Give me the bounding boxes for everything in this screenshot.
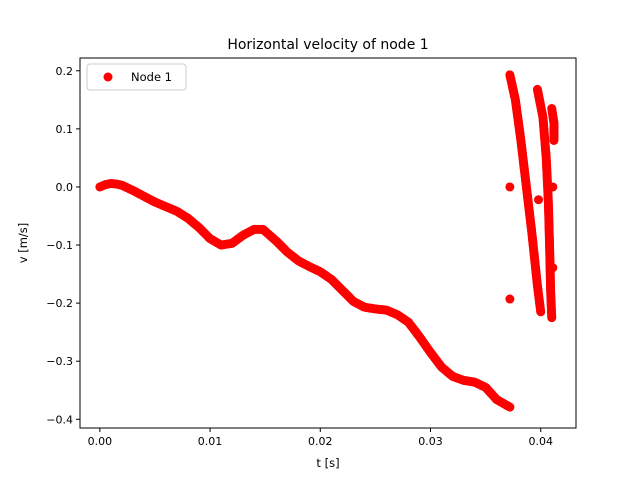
y-tick-label: −0.2: [46, 297, 73, 310]
legend-marker: [103, 72, 113, 82]
x-tick-label: 0.00: [88, 435, 113, 448]
x-axis-label: t [s]: [316, 456, 339, 470]
data-point: [505, 402, 515, 412]
legend: Node 1: [86, 63, 187, 91]
legend-label: Node 1: [131, 70, 172, 84]
y-tick-label: −0.3: [46, 355, 73, 368]
data-points: [95, 70, 559, 412]
y-axis-ticks: −0.4 −0.3 −0.2 −0.1 0.0 0.1 0.2: [46, 65, 80, 426]
data-point: [548, 263, 558, 273]
data-point: [549, 135, 559, 145]
y-tick-label: 0.2: [56, 65, 74, 78]
y-tick-label: 0.1: [56, 123, 74, 136]
y-tick-label: −0.1: [46, 239, 73, 252]
data-point: [534, 195, 544, 205]
legend-box: [86, 63, 187, 91]
chart-title: Horizontal velocity of node 1: [227, 37, 428, 53]
x-tick-label: 0.02: [308, 435, 333, 448]
y-tick-label: −0.4: [46, 413, 73, 426]
data-point: [505, 182, 515, 192]
data-point: [536, 307, 546, 317]
x-tick-label: 0.01: [198, 435, 223, 448]
data-point: [505, 294, 515, 304]
data-point: [548, 182, 558, 192]
x-tick-label: 0.03: [418, 435, 443, 448]
x-tick-label: 0.04: [528, 435, 553, 448]
data-point: [547, 313, 557, 323]
y-axis-label: v [m/s]: [16, 223, 30, 264]
x-axis-ticks: 0.00 0.01 0.02 0.03 0.04: [88, 428, 553, 448]
axes-frame: [79, 57, 577, 429]
plot-area: [80, 58, 576, 428]
y-tick-label: 0.0: [56, 181, 74, 194]
